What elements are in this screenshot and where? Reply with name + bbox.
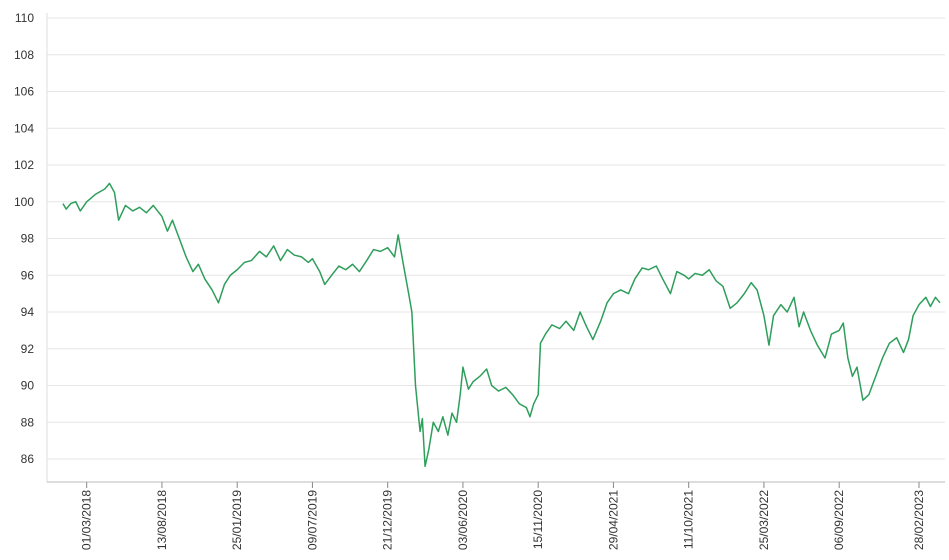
y-tick-label: 90 — [21, 379, 35, 393]
x-tick-label: 25/01/2019 — [230, 490, 244, 550]
y-tick-label: 96 — [21, 268, 35, 282]
x-tick-label: 28/02/2023 — [912, 490, 926, 550]
x-tick-label: 06/09/2022 — [832, 490, 846, 550]
y-tick-label: 94 — [21, 305, 35, 319]
x-tick-label: 11/10/2021 — [682, 490, 696, 549]
y-tick-label: 92 — [21, 342, 35, 356]
x-tick-label: 01/03/2018 — [80, 490, 94, 550]
x-tick-label: 03/06/2020 — [456, 490, 470, 550]
x-tick-label: 13/08/2018 — [155, 490, 169, 550]
y-tick-label: 86 — [21, 452, 35, 466]
x-tick-label: 21/12/2019 — [381, 490, 395, 550]
y-tick-label: 110 — [15, 11, 34, 25]
y-tick-label: 98 — [21, 232, 35, 246]
y-tick-label: 108 — [14, 48, 34, 62]
y-tick-label: 104 — [14, 121, 34, 135]
y-tick-label: 102 — [14, 158, 34, 172]
x-tick-label: 15/11/2020 — [531, 490, 545, 549]
y-tick-label: 88 — [21, 415, 35, 429]
x-tick-label: 09/07/2019 — [305, 490, 319, 550]
y-tick-label: 106 — [14, 85, 34, 99]
y-tick-label: 100 — [14, 195, 34, 209]
x-tick-label: 25/03/2022 — [757, 490, 771, 550]
data-line — [62, 182, 941, 468]
x-tick-label: 29/04/2021 — [606, 490, 620, 550]
